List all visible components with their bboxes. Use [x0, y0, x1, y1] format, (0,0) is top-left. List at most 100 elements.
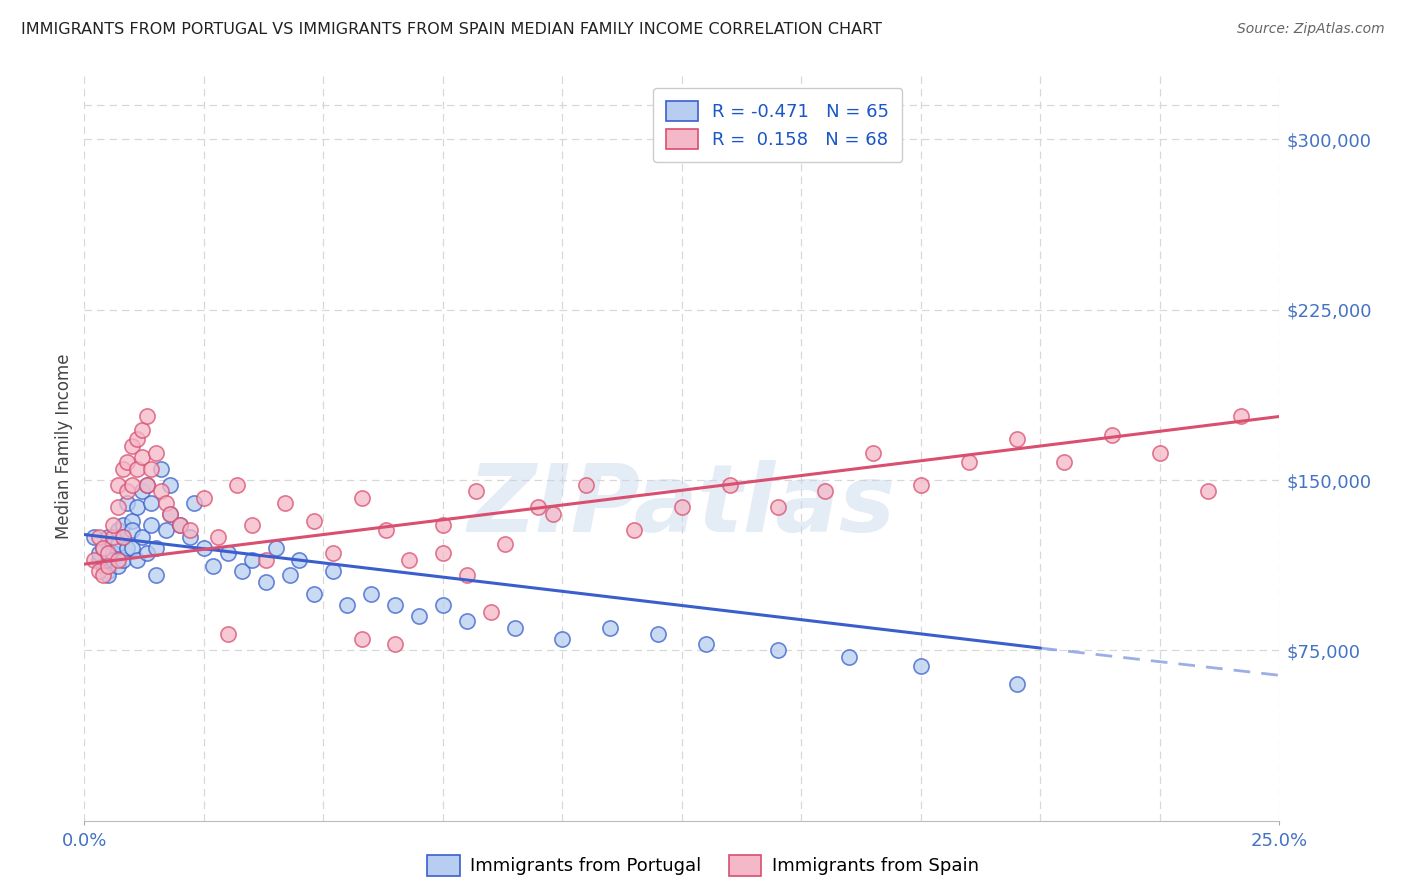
- Point: [193, 541, 215, 556]
- Point: [503, 621, 526, 635]
- Point: [350, 491, 373, 506]
- Point: [957, 455, 980, 469]
- Point: [254, 575, 277, 590]
- Point: [107, 536, 129, 550]
- Point: [135, 409, 157, 424]
- Point: [111, 552, 134, 566]
- Point: [101, 546, 124, 560]
- Point: [111, 461, 134, 475]
- Point: [1101, 427, 1123, 442]
- Point: [551, 632, 574, 646]
- Point: [155, 523, 177, 537]
- Point: [360, 586, 382, 600]
- Point: [97, 559, 120, 574]
- Y-axis label: Median Family Income: Median Family Income: [55, 353, 73, 539]
- Point: [479, 605, 502, 619]
- Point: [254, 552, 277, 566]
- Point: [117, 455, 139, 469]
- Point: [1005, 677, 1028, 691]
- Point: [374, 523, 396, 537]
- Point: [131, 450, 153, 465]
- Point: [101, 536, 124, 550]
- Point: [107, 552, 129, 566]
- Point: [384, 636, 406, 650]
- Point: [718, 477, 741, 491]
- Point: [121, 541, 143, 556]
- Point: [862, 446, 884, 460]
- Point: [87, 564, 110, 578]
- Point: [97, 546, 120, 560]
- Point: [125, 552, 148, 566]
- Point: [101, 552, 124, 566]
- Point: [408, 609, 430, 624]
- Point: [121, 477, 143, 491]
- Point: [145, 446, 167, 460]
- Point: [179, 530, 201, 544]
- Point: [111, 530, 134, 544]
- Point: [131, 484, 153, 499]
- Point: [240, 552, 263, 566]
- Point: [494, 536, 516, 550]
- Point: [202, 559, 225, 574]
- Point: [117, 496, 139, 510]
- Point: [288, 552, 311, 566]
- Point: [159, 507, 181, 521]
- Point: [131, 530, 153, 544]
- Text: Source: ZipAtlas.com: Source: ZipAtlas.com: [1237, 22, 1385, 37]
- Point: [107, 559, 129, 574]
- Point: [87, 530, 110, 544]
- Point: [117, 484, 139, 499]
- Point: [159, 477, 181, 491]
- Point: [1197, 484, 1219, 499]
- Point: [97, 530, 120, 544]
- Point: [240, 518, 263, 533]
- Point: [384, 598, 406, 612]
- Point: [101, 530, 124, 544]
- Point: [193, 491, 215, 506]
- Point: [135, 477, 157, 491]
- Point: [141, 461, 163, 475]
- Point: [766, 643, 789, 657]
- Point: [131, 423, 153, 437]
- Point: [541, 507, 564, 521]
- Point: [671, 500, 693, 515]
- Point: [350, 632, 373, 646]
- Point: [1230, 409, 1253, 424]
- Point: [121, 439, 143, 453]
- Point: [159, 507, 181, 521]
- Point: [264, 541, 287, 556]
- Point: [432, 598, 454, 612]
- Point: [107, 477, 129, 491]
- Point: [107, 500, 129, 515]
- Point: [87, 546, 110, 560]
- Point: [111, 518, 134, 533]
- Point: [145, 541, 167, 556]
- Point: [336, 598, 359, 612]
- Point: [1149, 446, 1171, 460]
- Point: [623, 523, 645, 537]
- Point: [155, 496, 177, 510]
- Point: [302, 514, 325, 528]
- Point: [910, 659, 932, 673]
- Point: [125, 461, 148, 475]
- Point: [179, 523, 201, 537]
- Text: IMMIGRANTS FROM PORTUGAL VS IMMIGRANTS FROM SPAIN MEDIAN FAMILY INCOME CORRELATI: IMMIGRANTS FROM PORTUGAL VS IMMIGRANTS F…: [21, 22, 882, 37]
- Point: [322, 546, 344, 560]
- Point: [217, 546, 239, 560]
- Point: [695, 636, 717, 650]
- Point: [135, 546, 157, 560]
- Point: [226, 477, 249, 491]
- Point: [456, 614, 478, 628]
- Point: [278, 568, 301, 582]
- Point: [838, 650, 860, 665]
- Point: [217, 627, 239, 641]
- Point: [83, 530, 105, 544]
- Point: [432, 518, 454, 533]
- Point: [125, 500, 148, 515]
- Point: [465, 484, 488, 499]
- Point: [274, 496, 297, 510]
- Point: [169, 518, 191, 533]
- Point: [121, 514, 143, 528]
- Point: [149, 461, 172, 475]
- Point: [97, 568, 120, 582]
